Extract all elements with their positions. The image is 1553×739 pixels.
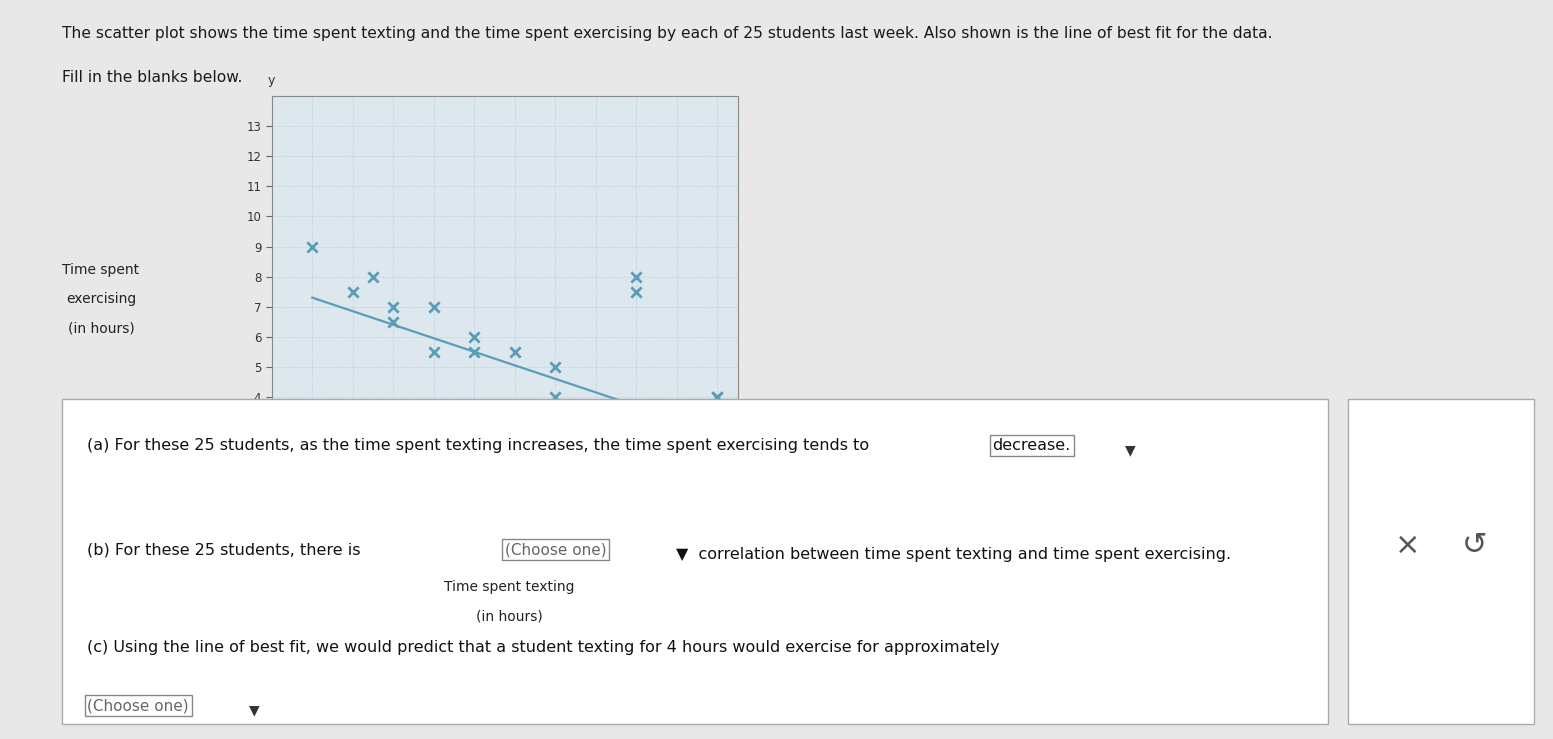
Point bbox=[503, 406, 528, 418]
Point bbox=[544, 391, 568, 403]
Text: ×: × bbox=[1395, 531, 1421, 560]
Point bbox=[665, 436, 690, 448]
Text: ↺: ↺ bbox=[1461, 531, 1488, 560]
Point bbox=[584, 436, 609, 448]
FancyBboxPatch shape bbox=[1348, 399, 1534, 724]
Point bbox=[705, 391, 730, 403]
Point bbox=[300, 241, 325, 253]
Point bbox=[584, 481, 609, 493]
Text: y: y bbox=[269, 74, 275, 87]
Text: Fill in the blanks below.: Fill in the blanks below. bbox=[62, 70, 242, 85]
Point bbox=[624, 286, 649, 298]
Text: decrease.: decrease. bbox=[992, 438, 1070, 453]
Point bbox=[544, 406, 568, 418]
Text: The scatter plot shows the time spent texting and the time spent exercising by e: The scatter plot shows the time spent te… bbox=[62, 26, 1272, 41]
Point bbox=[461, 331, 486, 343]
Point bbox=[503, 421, 528, 433]
Point bbox=[461, 346, 486, 358]
Point bbox=[421, 301, 446, 313]
FancyBboxPatch shape bbox=[62, 399, 1328, 724]
Text: ▼  correlation between time spent texting and time spent exercising.: ▼ correlation between time spent texting… bbox=[676, 547, 1232, 562]
Text: ▼: ▼ bbox=[250, 703, 259, 717]
Text: ▼: ▼ bbox=[1126, 443, 1135, 457]
Text: exercising: exercising bbox=[65, 293, 137, 306]
Text: Time spent texting: Time spent texting bbox=[444, 580, 575, 594]
Point bbox=[340, 286, 365, 298]
Point bbox=[665, 421, 690, 433]
Point bbox=[503, 346, 528, 358]
Point bbox=[584, 452, 609, 463]
Point bbox=[705, 391, 730, 403]
Point bbox=[544, 361, 568, 372]
Text: (in hours): (in hours) bbox=[68, 322, 134, 336]
Text: (c) Using the line of best fit, we would predict that a student texting for 4 ho: (c) Using the line of best fit, we would… bbox=[87, 640, 1000, 655]
Point bbox=[665, 406, 690, 418]
Point bbox=[360, 270, 385, 282]
Text: x: x bbox=[742, 529, 749, 542]
Point bbox=[421, 346, 446, 358]
Text: (Choose one): (Choose one) bbox=[505, 542, 607, 557]
Text: (in hours): (in hours) bbox=[477, 610, 542, 624]
Text: (b) For these 25 students, there is: (b) For these 25 students, there is bbox=[87, 542, 360, 557]
Point bbox=[380, 301, 405, 313]
Point bbox=[624, 270, 649, 282]
Text: (a) For these 25 students, as the time spent texting increases, the time spent e: (a) For these 25 students, as the time s… bbox=[87, 438, 870, 453]
Point bbox=[380, 316, 405, 327]
Text: (Choose one): (Choose one) bbox=[87, 698, 189, 713]
Text: Time spent: Time spent bbox=[62, 263, 140, 276]
